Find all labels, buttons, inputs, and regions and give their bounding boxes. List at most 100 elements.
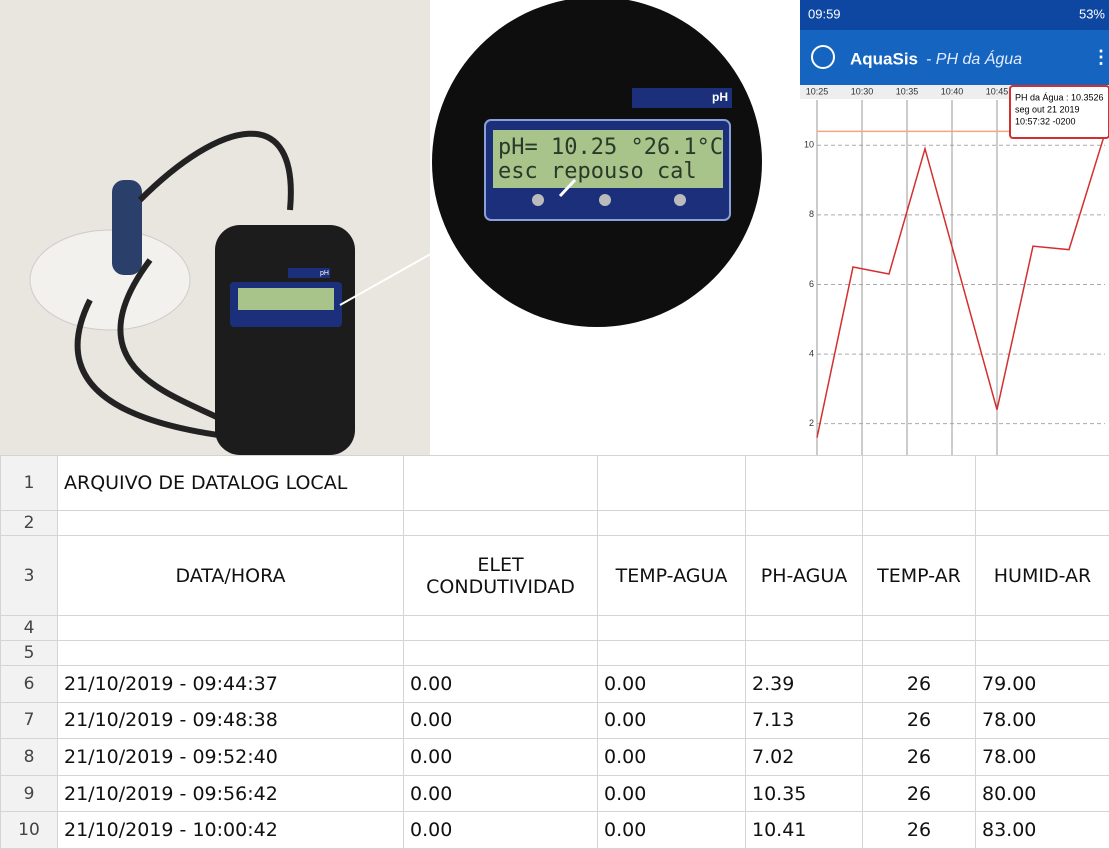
cell: 78.00 — [976, 739, 1109, 776]
cell: 10.35 — [746, 775, 863, 812]
row-number: 4 — [1, 616, 58, 641]
cell: 78.00 — [976, 702, 1109, 739]
cell: ARQUIVO DE DATALOG LOCAL — [58, 456, 404, 511]
cell: 0.00 — [404, 702, 598, 739]
row: 4 — [1, 616, 1109, 641]
cell: 0.00 — [404, 812, 598, 849]
x-tick-label: 10:45 — [986, 86, 1009, 96]
cell: 10.41 — [746, 812, 863, 849]
cell: 0.00 — [598, 702, 746, 739]
row: 5 — [1, 641, 1109, 666]
cell — [746, 641, 863, 666]
cell: 7.02 — [746, 739, 863, 776]
cell — [404, 616, 598, 641]
app-name: AquaSis — [850, 49, 918, 68]
cell: 26 — [863, 775, 976, 812]
cell — [598, 511, 746, 536]
cell: 26 — [863, 702, 976, 739]
cell: 21/10/2019 - 09:48:38 — [58, 702, 404, 739]
menu-icon[interactable]: ⋮ — [1092, 47, 1109, 67]
cell: 80.00 — [976, 775, 1109, 812]
zoom-label: pH — [712, 90, 728, 104]
row: 2 — [1, 511, 1109, 536]
cell: TEMP-AGUA — [598, 536, 746, 616]
row-number: 10 — [1, 812, 58, 849]
cell — [976, 456, 1109, 511]
device-label: pH — [320, 270, 329, 277]
y-tick-label: 6 — [809, 279, 814, 289]
button — [599, 194, 611, 206]
device-lcd — [238, 288, 334, 310]
row-number: 9 — [1, 775, 58, 812]
row-number: 3 — [1, 536, 58, 616]
cell — [58, 511, 404, 536]
tooltip-line: 10:57:32 -0200 — [1015, 116, 1076, 126]
cell: 0.00 — [598, 775, 746, 812]
cell: 0.00 — [598, 666, 746, 703]
cell: TEMP-AR — [863, 536, 976, 616]
cell: 0.00 — [404, 739, 598, 776]
cell — [404, 456, 598, 511]
row-number: 6 — [1, 666, 58, 703]
cell — [404, 641, 598, 666]
cell — [598, 616, 746, 641]
cell — [976, 511, 1109, 536]
screen-title: - PH da Água — [926, 49, 1022, 68]
cell: 26 — [863, 666, 976, 703]
y-tick-label: 10 — [804, 140, 814, 150]
y-tick-label: 2 — [809, 418, 814, 428]
cell — [58, 641, 404, 666]
status-time: 09:59 — [808, 6, 841, 21]
cell: 83.00 — [976, 812, 1109, 849]
button — [674, 194, 686, 206]
cell — [863, 511, 976, 536]
cell: 21/10/2019 - 09:52:40 — [58, 739, 404, 776]
cell: 26 — [863, 739, 976, 776]
tooltip-line: seg out 21 2019 — [1015, 104, 1080, 114]
cell — [746, 616, 863, 641]
data-line — [817, 133, 1105, 438]
cell: 21/10/2019 - 09:56:42 — [58, 775, 404, 812]
cell: 2.39 — [746, 666, 863, 703]
figure: pH pH pH= 10.25 °26.1°C esc repouso cal … — [0, 0, 1109, 455]
row-number: 8 — [1, 739, 58, 776]
cell: 79.00 — [976, 666, 1109, 703]
cell — [404, 511, 598, 536]
row-number: 5 — [1, 641, 58, 666]
cell: 0.00 — [598, 739, 746, 776]
cell: 26 — [863, 812, 976, 849]
cell — [976, 616, 1109, 641]
cell — [598, 456, 746, 511]
cell — [863, 456, 976, 511]
cell — [976, 641, 1109, 666]
cell: 0.00 — [404, 666, 598, 703]
x-tick-label: 10:40 — [941, 86, 964, 96]
cell: 21/10/2019 - 10:00:42 — [58, 812, 404, 849]
x-tick-label: 10:25 — [806, 86, 829, 96]
cell — [863, 641, 976, 666]
probe — [112, 180, 142, 275]
status-battery: 53% — [1079, 6, 1105, 21]
beaker — [30, 230, 190, 330]
lcd-line: esc repouso cal — [498, 159, 697, 184]
y-tick-label: 4 — [809, 348, 814, 358]
cell — [598, 641, 746, 666]
device — [215, 225, 355, 455]
button — [532, 194, 544, 206]
cell: PH-AGUA — [746, 536, 863, 616]
cell: 0.00 — [404, 775, 598, 812]
y-tick-label: 8 — [809, 209, 814, 219]
cell — [746, 511, 863, 536]
x-tick-label: 10:35 — [896, 86, 919, 96]
cell: 21/10/2019 - 09:44:37 — [58, 666, 404, 703]
cell: ELET CONDUTIVIDAD — [404, 536, 598, 616]
cell — [58, 616, 404, 641]
